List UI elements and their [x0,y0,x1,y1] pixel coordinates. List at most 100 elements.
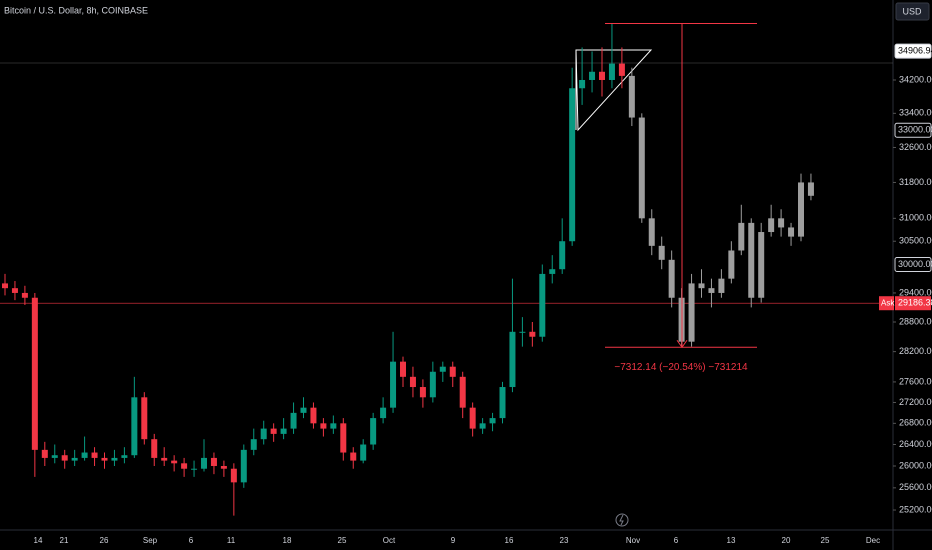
x-tick-label: 6 [189,536,194,545]
candle-body [599,71,605,80]
candle-body [658,245,665,260]
ask-tag [879,296,894,311]
price-label: 34906.94 [898,46,932,56]
candle-body [409,376,416,388]
y-tick-label: 32600.00 [899,142,932,152]
price-label-box [894,122,932,138]
candle-body [499,387,506,419]
candle-body [240,449,247,483]
x-tick-label: 13 [727,536,736,545]
candle-body [429,371,436,398]
candle-body [768,218,775,233]
candle-body [91,452,98,458]
x-tick-label: Oct [383,536,396,545]
ask-name: Ask [881,298,895,307]
candle-body [519,331,526,333]
candle-body [230,468,237,483]
y-tick-label: 34200.00 [899,74,932,84]
x-tick-label: 16 [505,536,514,545]
candle-body [788,227,795,237]
currency-button[interactable] [895,2,930,21]
events-icon [615,513,629,527]
y-tick-label: 26000.00 [899,460,932,470]
y-tick-label: 28800.00 [899,316,932,326]
x-tick-label: Dec [866,536,880,545]
candle-body [509,331,516,388]
candle-body [280,428,287,434]
candle-body [191,468,198,470]
price-label: 33000.00 [898,125,932,135]
candle-body [21,292,28,298]
x-tick-label: 21 [60,536,69,545]
candle-body [51,455,58,458]
candle-body [539,273,546,337]
y-tick-label: 31000.00 [899,213,932,223]
candle-body [807,182,814,196]
candle-body [579,79,586,89]
x-tick-label: 11 [227,536,236,545]
candle-body [489,418,496,424]
x-tick-label: 14 [34,536,43,545]
candle-body [618,63,625,76]
candle-body [638,117,645,219]
candle-body [589,71,596,80]
triangle-drawing [575,49,653,132]
events-icon [619,514,624,526]
candle-body [350,452,357,461]
candle-body [61,455,68,461]
candle-body [459,376,466,408]
x-tick-label: 6 [674,536,679,545]
y-tick-label: 33400.00 [899,108,932,118]
candle-body [11,288,18,293]
candle-body [131,397,138,456]
candle-body [31,297,38,450]
candle-body [569,88,576,242]
candle-body [201,457,207,469]
y-tick-label: 29400.00 [899,287,932,297]
candle-body [210,457,217,467]
candle-body [330,423,337,429]
candle-body [748,222,755,298]
candle-body [250,439,257,450]
x-tick-label: 23 [560,536,569,545]
price-label: 30000.00 [898,259,932,269]
candle-body [390,361,397,408]
y-tick-label: 26400.00 [899,439,932,449]
price-label-box [894,43,932,59]
candle-body [340,423,347,453]
candle-body [449,366,456,377]
candle-body [141,397,148,440]
candle-body [121,455,128,458]
x-tick-label: 20 [782,536,791,545]
y-tick-label: 26800.00 [899,418,932,428]
candle-body [628,75,635,118]
candle-body [469,407,476,429]
candle-body [778,218,785,228]
candle-body [419,387,426,398]
ask-price: 29186.38 [898,298,932,308]
candle-body [648,218,655,246]
candle-body [300,407,307,413]
currency-label: USD [902,6,922,16]
candle-body [290,412,297,429]
symbol-title: Bitcoin / U.S. Dollar, 8h, COINBASE [4,5,148,15]
candle-body [439,366,446,372]
candle-body [260,428,267,440]
x-tick-label: 25 [338,536,347,545]
y-tick-label: 28200.00 [899,346,932,356]
candle-body [101,457,108,461]
candle-body [310,407,317,424]
candle-body [698,283,705,289]
y-tick-label: 31800.00 [899,177,932,187]
measure-arrowhead [676,339,688,349]
candle-body [668,259,675,298]
candle-body [220,466,227,469]
candle-body [708,288,715,293]
candle-body [728,250,735,279]
x-tick-label: 26 [100,536,109,545]
candle-body [549,269,556,274]
candle-body [400,361,406,377]
y-tick-label: 30500.00 [899,236,932,246]
